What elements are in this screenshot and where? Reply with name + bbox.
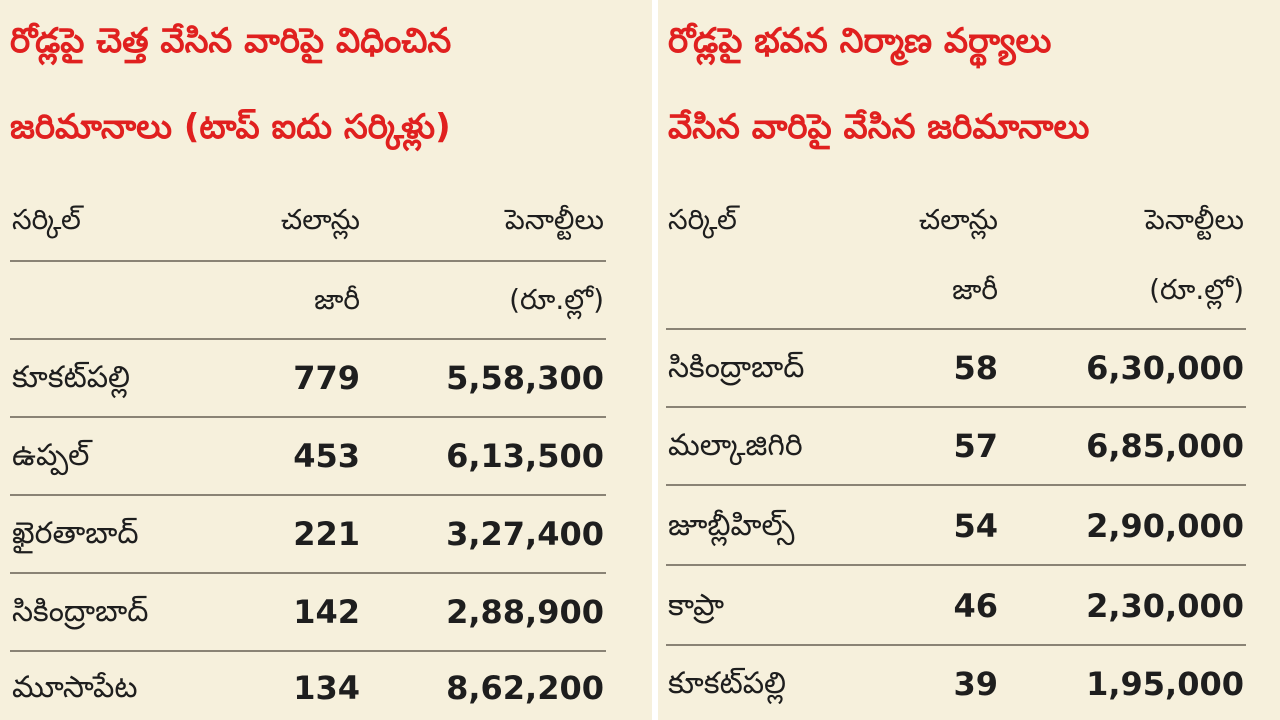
left-title-line2: జరిమానాలు (టాప్‌ ఐదు సర్కిళ్లు) [10, 107, 451, 147]
left-row-challans: 142 [293, 593, 360, 631]
left-fines-table: రోడ్లపై చెత్త వేసిన వారిపై విధించిన జరిమ… [0, 0, 652, 720]
left-row-circle: ఉప్పల్‌ [12, 438, 90, 473]
right-row-penalty: 6,85,000 [1086, 427, 1244, 465]
row-divider [10, 494, 606, 496]
left-row-circle: మూసాపేట [12, 670, 138, 705]
left-row-penalty: 3,27,400 [446, 515, 604, 553]
left-title-line1: రోడ్లపై చెత్త వేసిన వారిపై విధించిన [10, 21, 452, 61]
right-row-penalty: 1,95,000 [1086, 665, 1244, 703]
left-row-penalty: 5,58,300 [446, 359, 604, 397]
left-header-penalties: పెనాల్టీలు [504, 203, 604, 236]
right-header-penalties-sub: (రూ.ల్లో) [1149, 273, 1244, 306]
left-header-challans-sub: జారీ [314, 283, 360, 316]
left-row-circle: కూకట్‌పల్లి [12, 360, 131, 395]
left-row-penalty: 8,62,200 [446, 669, 604, 707]
left-row-challans: 779 [293, 359, 360, 397]
right-row-penalty: 6,30,000 [1086, 349, 1244, 387]
right-header-penalties: పెనాల్టీలు [1144, 203, 1244, 236]
right-title-line1: రోడ్లపై భవన నిర్మాణ వర్థ్యాలు [668, 21, 1052, 61]
right-row-challans: 46 [953, 587, 998, 625]
row-divider [10, 650, 606, 652]
left-row-circle: సికింద్రాబాద్‌ [12, 594, 149, 629]
right-row-challans: 57 [953, 427, 998, 465]
row-divider [10, 572, 606, 574]
left-header-penalties-sub: (రూ.ల్లో) [509, 283, 604, 316]
right-header-challans: చలాన్లు [918, 203, 998, 236]
left-header-divider [10, 260, 606, 262]
right-row-circle: మల్కాజిగిరి [668, 428, 803, 463]
left-header-circle: సర్కిల్‌ [12, 203, 81, 236]
right-fines-table: రోడ్లపై భవన నిర్మాణ వర్థ్యాలు వేసిన వారి… [658, 0, 1280, 720]
left-row-challans: 221 [293, 515, 360, 553]
right-row-circle: సికింద్రాబాద్‌ [668, 350, 805, 385]
left-row-challans: 134 [293, 669, 360, 707]
right-row-penalty: 2,90,000 [1086, 507, 1244, 545]
right-row-challans: 54 [953, 507, 998, 545]
left-row-challans: 453 [293, 437, 360, 475]
right-row-circle: కాప్రా [668, 588, 725, 623]
row-divider [10, 338, 606, 340]
right-header-circle: సర్కిల్‌ [668, 203, 737, 236]
right-row-circle: కూకట్‌పల్లి [668, 666, 787, 701]
left-header-challans: చలాన్లు [280, 203, 360, 236]
right-row-circle: జూబ్లీహిల్స్‌ [668, 508, 795, 543]
right-title-line2: వేసిన వారిపై వేసిన జరిమానాలు [668, 107, 1090, 147]
left-row-penalty: 6,13,500 [446, 437, 604, 475]
row-divider [666, 644, 1246, 646]
row-divider [666, 564, 1246, 566]
right-row-penalty: 2,30,000 [1086, 587, 1244, 625]
left-row-circle: ఖైరతాబాద్‌ [12, 516, 139, 551]
right-row-challans: 39 [953, 665, 998, 703]
right-row-challans: 58 [953, 349, 998, 387]
row-divider [10, 416, 606, 418]
row-divider [666, 484, 1246, 486]
row-divider [666, 328, 1246, 330]
right-header-challans-sub: జారీ [952, 273, 998, 306]
row-divider [666, 406, 1246, 408]
left-row-penalty: 2,88,900 [446, 593, 604, 631]
